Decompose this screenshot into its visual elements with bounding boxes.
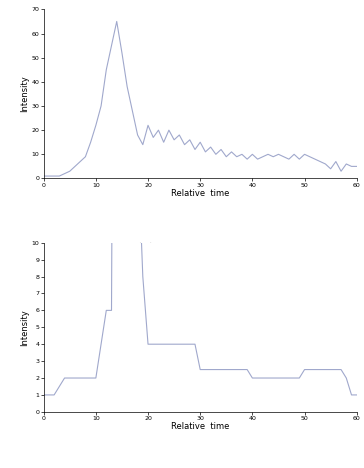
- X-axis label: Relative  time: Relative time: [171, 189, 229, 198]
- Y-axis label: Intensity: Intensity: [20, 75, 29, 112]
- Y-axis label: Intensity: Intensity: [20, 309, 29, 346]
- Text: (a) Raw waveform: (a) Raw waveform: [136, 243, 265, 257]
- X-axis label: Relative  time: Relative time: [171, 423, 229, 431]
